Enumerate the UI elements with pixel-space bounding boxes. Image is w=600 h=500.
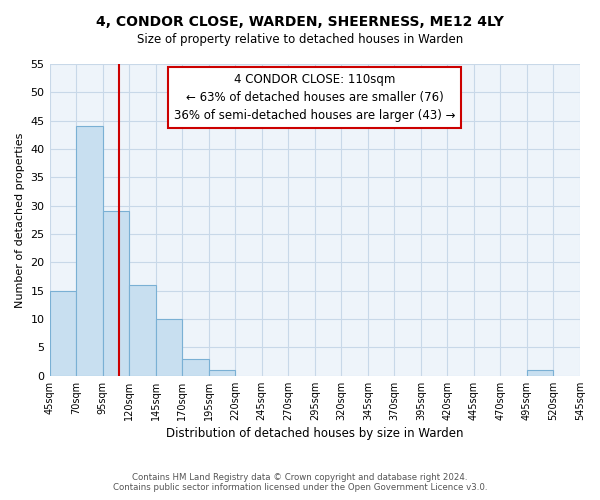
Bar xyxy=(129,285,155,376)
Y-axis label: Number of detached properties: Number of detached properties xyxy=(15,132,25,308)
Bar xyxy=(76,126,103,376)
Text: Size of property relative to detached houses in Warden: Size of property relative to detached ho… xyxy=(137,32,463,46)
Text: 4, CONDOR CLOSE, WARDEN, SHEERNESS, ME12 4LY: 4, CONDOR CLOSE, WARDEN, SHEERNESS, ME12… xyxy=(96,15,504,29)
Bar xyxy=(103,212,129,376)
Bar xyxy=(155,319,182,376)
Bar xyxy=(182,359,209,376)
Bar xyxy=(527,370,553,376)
Text: Contains HM Land Registry data © Crown copyright and database right 2024.
Contai: Contains HM Land Registry data © Crown c… xyxy=(113,473,487,492)
Bar xyxy=(50,291,76,376)
X-axis label: Distribution of detached houses by size in Warden: Distribution of detached houses by size … xyxy=(166,427,464,440)
Text: 4 CONDOR CLOSE: 110sqm
← 63% of detached houses are smaller (76)
36% of semi-det: 4 CONDOR CLOSE: 110sqm ← 63% of detached… xyxy=(174,74,455,122)
Bar xyxy=(209,370,235,376)
